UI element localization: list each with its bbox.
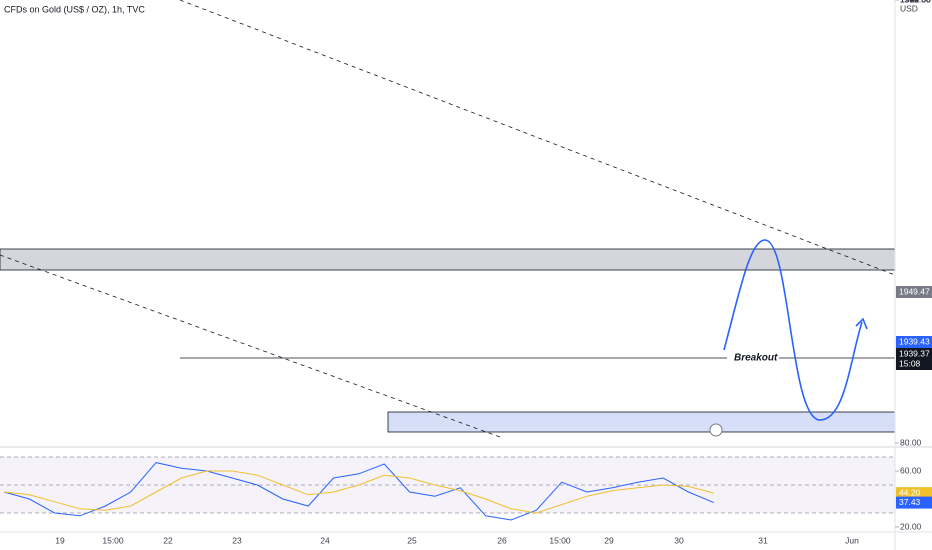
event-icon — [709, 423, 723, 437]
y-tick-label: 1980.00 — [900, 0, 931, 4]
y-tick-label: 1976.00 — [900, 0, 931, 4]
rsi-tick-label: 60.00 — [900, 465, 922, 475]
x-tick-label: 22 — [163, 535, 173, 545]
price-badge — [896, 286, 932, 298]
x-tick-label: 15:00 — [102, 535, 124, 545]
x-tick-label: 31 — [758, 535, 768, 545]
y-tick-label: 1992.00 — [900, 0, 931, 4]
currency: USD — [900, 3, 918, 13]
y-tick-label: 1948.00 — [900, 0, 931, 4]
price-badge — [896, 348, 932, 370]
x-tick-label: 24 — [320, 535, 330, 545]
price-badge-label: 1949.47 — [899, 286, 930, 296]
y-tick-label: 1972.00 — [900, 0, 931, 4]
chart-title: CFDs on Gold (US$ / OZ), 1h, TVC — [4, 4, 145, 14]
projection-arrow — [723, 239, 863, 421]
rsi-line — [3, 470, 714, 514]
rsi-line — [3, 462, 714, 521]
price-badge-label: 1939.43 — [899, 336, 930, 346]
rsi-tick-label: 80.00 — [900, 437, 922, 447]
y-tick-label: 1944.00 — [900, 0, 931, 4]
x-tick-label: 26 — [497, 535, 507, 545]
price-badge-label: 1939.37 — [899, 348, 930, 358]
y-tick-label: 1936.00 — [900, 0, 931, 4]
x-tick-label: 29 — [604, 535, 614, 545]
x-tick-label: 25 — [407, 535, 417, 545]
rsi-badge-label: 37.43 — [899, 497, 921, 507]
y-tick-label: 1984.00 — [900, 0, 931, 4]
countdown: 15:08 — [899, 358, 921, 368]
trend-line — [0, 254, 501, 438]
annotation: Breakout — [734, 353, 778, 364]
y-tick-label: 1956.00 — [900, 0, 931, 4]
rsi-tick-label: 20.00 — [900, 521, 922, 531]
y-tick-label: 1932.00 — [900, 0, 931, 4]
y-tick-label: 1928.00 — [900, 0, 931, 4]
rsi-badge — [896, 487, 932, 500]
y-tick-label: 1988.00 — [900, 0, 931, 4]
price-badge — [896, 336, 932, 348]
annotation-bg — [727, 351, 779, 365]
arrow-head — [855, 317, 868, 330]
y-tick-label: 1952.00 — [900, 0, 931, 4]
y-tick-label: 1960.00 — [900, 0, 931, 4]
support-zone — [387, 411, 896, 433]
y-tick-label: 1964.00 — [900, 0, 931, 4]
rsi-badge-label: 44.20 — [899, 487, 921, 497]
x-tick-label: 19 — [55, 535, 65, 545]
resistance-zone — [0, 248, 896, 271]
x-tick-label: 23 — [232, 535, 242, 545]
x-tick-label: 15:00 — [549, 535, 571, 545]
rsi-badge — [896, 496, 932, 509]
x-tick-label: 30 — [674, 535, 684, 545]
y-tick-label: 1968.00 — [900, 0, 931, 4]
x-tick-label: Jun — [845, 535, 859, 545]
